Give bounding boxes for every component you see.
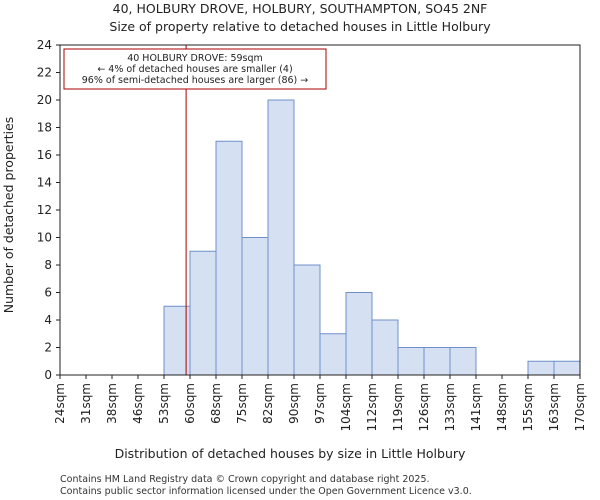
x-tick-label: 38sqm [105,383,119,424]
footer-line-2: Contains public sector information licen… [60,486,472,497]
chart-title: 40, HOLBURY DROVE, HOLBURY, SOUTHAMPTON,… [113,1,488,16]
x-axis: 24sqm 31sqm 38sqm 46sqm 53sqm 60sqm 68sqm 75sqm… [53,375,587,431]
x-tick-label: 133sqm [443,383,457,431]
x-tick-label: 60sqm [183,383,197,424]
histogram-bar [553,360,581,376]
x-tick-label: 97sqm [313,383,327,424]
x-tick-label: 75sqm [235,383,249,424]
x-tick-label: 112sqm [365,383,379,431]
x-tick-label: 126sqm [417,383,431,431]
x-axis-label: Distribution of detached houses by size … [115,446,466,461]
y-tick-label: 0 [44,368,52,382]
histogram-bar [267,99,295,376]
x-tick-label: 24sqm [53,383,67,424]
histogram-bar [241,237,269,376]
histogram-bar [449,347,477,376]
y-tick-label: 6 [44,286,52,300]
x-tick-label: 46sqm [131,383,145,424]
y-tick-label: 12 [37,203,52,217]
y-tick-label: 20 [37,93,52,107]
y-axis-label: Number of detached properties [1,117,16,314]
x-tick-label: 155sqm [521,383,535,431]
x-tick-label: 163sqm [547,383,561,431]
x-tick-label: 104sqm [339,383,353,431]
y-tick-label: 4 [44,313,52,327]
x-tick-label: 53sqm [157,383,171,424]
y-tick-label: 24 [37,38,52,52]
x-tick-label: 170sqm [573,383,587,431]
x-tick-label: 31sqm [79,383,93,424]
annotation-line-2: ← 4% of detached houses are smaller (4) [97,64,292,75]
histogram-bar [345,292,373,376]
y-tick-label: 18 [37,121,52,135]
histogram-bar [527,360,555,376]
x-tick-label: 119sqm [391,383,405,431]
annotation-line-1: 40 HOLBURY DROVE: 59sqm [127,53,263,64]
y-tick-label: 14 [37,176,52,190]
x-tick-label: 141sqm [469,383,483,431]
chart-subtitle: Size of property relative to detached ho… [109,19,491,34]
y-tick-label: 8 [44,258,52,272]
annotation-box: 40 HOLBURY DROVE: 59sqm ← 4% of detached… [63,48,327,90]
histogram-bar [189,250,217,376]
x-tick-label: 90sqm [287,383,301,424]
bars-layer [163,99,581,376]
y-tick-label: 22 [37,66,52,80]
histogram-bar [319,333,347,376]
histogram-bar [371,319,399,376]
annotation-line-3: 96% of semi-detached houses are larger (… [82,75,309,86]
histogram-bar [397,347,425,376]
y-tick-label: 16 [37,148,52,162]
y-tick-label: 2 [44,341,52,355]
x-tick-label: 82sqm [261,383,275,424]
histogram-bar [423,347,451,376]
footer-line-1: Contains HM Land Registry data © Crown c… [60,474,430,485]
histogram-bar [293,264,321,376]
y-tick-label: 10 [37,231,52,245]
histogram-bar [215,140,243,376]
annotation-frame [63,48,327,90]
x-tick-label: 68sqm [209,383,223,424]
x-tick-label: 148sqm [495,383,509,431]
